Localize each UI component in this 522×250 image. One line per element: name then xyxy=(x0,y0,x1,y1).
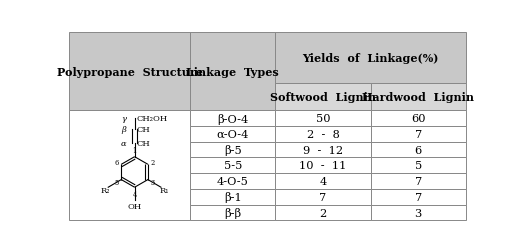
Text: 7: 7 xyxy=(414,176,422,186)
Text: 7: 7 xyxy=(414,192,422,202)
Bar xyxy=(371,205,466,220)
Text: 9  -  12: 9 - 12 xyxy=(303,145,343,155)
Bar xyxy=(276,33,466,84)
Text: 7: 7 xyxy=(319,192,327,202)
Text: 2  -  8: 2 - 8 xyxy=(306,129,339,139)
Bar xyxy=(190,33,276,111)
Bar xyxy=(276,126,371,142)
Bar xyxy=(190,189,276,205)
Text: β-5: β-5 xyxy=(224,144,242,156)
Bar xyxy=(276,142,371,158)
Text: β-1: β-1 xyxy=(224,192,242,202)
Text: α: α xyxy=(121,140,126,147)
Text: β-β: β-β xyxy=(224,207,241,218)
Text: Hardwood  Lignin: Hardwood Lignin xyxy=(362,92,474,103)
Bar xyxy=(371,142,466,158)
Bar xyxy=(190,111,276,126)
Text: 6: 6 xyxy=(114,158,118,166)
Text: Linkage  Types: Linkage Types xyxy=(186,66,279,77)
Text: CH: CH xyxy=(137,140,150,147)
Text: 1: 1 xyxy=(133,146,137,154)
Text: 3: 3 xyxy=(151,178,155,186)
Bar xyxy=(276,84,371,111)
Bar xyxy=(276,189,371,205)
Text: 2: 2 xyxy=(319,208,327,218)
Text: 5: 5 xyxy=(114,178,118,186)
Text: 5-5: 5-5 xyxy=(223,161,242,171)
Bar xyxy=(190,158,276,174)
Bar xyxy=(276,174,371,189)
Bar xyxy=(69,111,190,220)
Text: Softwood  Lignin: Softwood Lignin xyxy=(270,92,376,103)
Text: R₁: R₁ xyxy=(159,186,169,194)
Bar xyxy=(371,158,466,174)
Text: 6: 6 xyxy=(414,145,422,155)
Bar xyxy=(371,174,466,189)
Bar xyxy=(190,205,276,220)
Text: CH: CH xyxy=(137,126,150,134)
Text: 2: 2 xyxy=(151,158,155,166)
Bar xyxy=(190,142,276,158)
Bar xyxy=(371,189,466,205)
Bar xyxy=(190,126,276,142)
Text: 4: 4 xyxy=(319,176,327,186)
Bar xyxy=(69,33,190,111)
Text: Polypropane  Structure: Polypropane Structure xyxy=(57,66,203,77)
Bar xyxy=(276,158,371,174)
Text: OH: OH xyxy=(127,202,141,210)
Text: 60: 60 xyxy=(411,114,425,124)
Text: 3: 3 xyxy=(414,208,422,218)
Bar xyxy=(371,111,466,126)
Text: β: β xyxy=(122,126,126,134)
Text: α-O-4: α-O-4 xyxy=(217,129,249,139)
Bar xyxy=(371,126,466,142)
Text: CH₂OH: CH₂OH xyxy=(137,114,168,122)
Text: 50: 50 xyxy=(316,114,330,124)
Text: 10  -  11: 10 - 11 xyxy=(299,161,347,171)
Bar xyxy=(371,84,466,111)
Text: 7: 7 xyxy=(414,129,422,139)
Text: R₂: R₂ xyxy=(100,186,110,194)
Text: γ: γ xyxy=(122,114,126,122)
Bar xyxy=(190,174,276,189)
Text: 5: 5 xyxy=(414,161,422,171)
Text: β-O-4: β-O-4 xyxy=(217,113,248,124)
Text: 4: 4 xyxy=(133,190,137,198)
Text: 4-O-5: 4-O-5 xyxy=(217,176,249,186)
Text: Yields  of  Linkage(%): Yields of Linkage(%) xyxy=(302,53,439,64)
Bar xyxy=(276,205,371,220)
Bar xyxy=(276,111,371,126)
